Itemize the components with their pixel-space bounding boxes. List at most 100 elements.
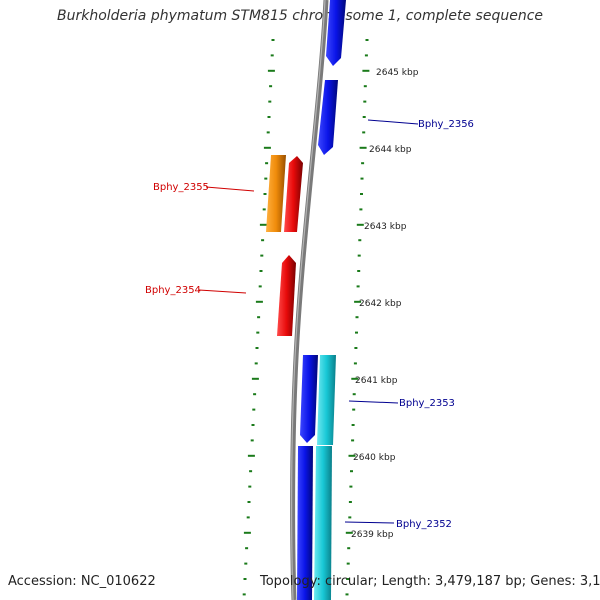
- tick-mark: [242, 593, 246, 596]
- tick-mark: [350, 470, 353, 473]
- tick-mark: [358, 239, 362, 242]
- gene-label-bphy-2356[interactable]: Bphy_2356: [418, 119, 474, 130]
- gene-blue-top[interactable]: [326, 0, 346, 66]
- tick-mark: [362, 69, 370, 72]
- tick-mark: [356, 223, 364, 226]
- gene-blue-bottom[interactable]: [297, 446, 313, 600]
- tick-mark: [351, 377, 359, 380]
- gene-bphy-2353-cyan[interactable]: [317, 355, 336, 445]
- tick-mark: [269, 85, 273, 88]
- tick-mark: [243, 531, 251, 534]
- gene-label-bphy-2355[interactable]: Bphy_2355: [153, 182, 209, 193]
- tick-mark: [247, 454, 255, 457]
- tick-mark: [262, 208, 266, 211]
- tick-mark: [250, 439, 254, 442]
- tick-mark: [360, 193, 363, 195]
- gene-label-bphy-2352[interactable]: Bphy_2352: [396, 519, 452, 530]
- tick-mark: [360, 177, 364, 180]
- tick-mark: [270, 54, 274, 57]
- leader-bphy-2353: [348, 400, 399, 404]
- tick-mark: [354, 300, 362, 303]
- tick-mark: [357, 254, 361, 257]
- tick-mark: [255, 347, 259, 349]
- tick-mark: [246, 516, 250, 519]
- tick-mark: [251, 377, 259, 380]
- chromosome-backbone-highlight: [291, 0, 326, 600]
- tick-mark: [252, 408, 256, 411]
- tick-mark: [257, 316, 261, 319]
- kbp-label-2644: 2644 kbp: [369, 145, 412, 155]
- gene-bphy-2353[interactable]: [300, 355, 318, 443]
- outer-tick-ring: [345, 39, 370, 596]
- tick-mark: [271, 39, 275, 41]
- tick-mark: [363, 100, 367, 103]
- gene-label-bphy-2353[interactable]: Bphy_2353: [399, 398, 455, 409]
- tick-mark: [267, 116, 271, 118]
- tick-mark: [361, 162, 365, 165]
- tick-mark: [347, 547, 351, 550]
- chromosome-backbone: [290, 0, 329, 600]
- tick-mark: [345, 531, 353, 534]
- kbp-label-2643: 2643 kbp: [364, 222, 407, 232]
- tick-mark: [363, 85, 367, 88]
- tick-mark: [346, 578, 350, 580]
- gene-bphy-2354[interactable]: [277, 255, 296, 336]
- inner-tick-ring: [242, 39, 275, 596]
- topology-text: Topology: circular; Length: 3,479,187 bp…: [260, 574, 600, 589]
- leader-bphy-2355: [205, 186, 255, 192]
- tick-mark: [267, 69, 275, 72]
- tick-mark: [359, 146, 367, 149]
- gene-bphy-2352[interactable]: [314, 446, 332, 600]
- tick-mark: [359, 208, 363, 211]
- tick-mark: [364, 54, 368, 57]
- gene-bphy-2355[interactable]: [284, 156, 303, 232]
- kbp-label-2640: 2640 kbp: [353, 453, 396, 463]
- tick-mark: [243, 578, 247, 580]
- map-title: Burkholderia phymatum STM815 chromosome …: [56, 8, 543, 24]
- tick-mark: [263, 146, 271, 149]
- tick-mark: [249, 470, 253, 473]
- tick-mark: [348, 516, 352, 519]
- kbp-label-2641: 2641 kbp: [355, 376, 398, 386]
- kbp-label-2645: 2645 kbp: [376, 68, 419, 78]
- tick-mark: [268, 100, 272, 103]
- tick-mark: [261, 239, 265, 242]
- tick-mark: [354, 347, 358, 349]
- tick-mark: [357, 270, 361, 272]
- tick-mark: [362, 116, 366, 118]
- tick-mark: [355, 331, 358, 334]
- tick-mark: [254, 362, 258, 365]
- kbp-label-2642: 2642 kbp: [359, 299, 402, 309]
- tick-mark: [251, 424, 255, 426]
- tick-mark: [349, 485, 353, 488]
- tick-mark: [266, 131, 270, 134]
- tick-mark: [348, 454, 356, 457]
- tick-mark: [352, 408, 356, 411]
- tick-mark: [348, 501, 352, 503]
- kbp-label-2639: 2639 kbp: [351, 530, 394, 540]
- tick-mark: [253, 393, 257, 396]
- tick-mark: [244, 562, 248, 565]
- tick-mark: [353, 362, 357, 365]
- leader-bphy-2354: [198, 289, 247, 294]
- gene-label-bphy-2354[interactable]: Bphy_2354: [145, 285, 201, 296]
- leader-bphy-2352: [344, 521, 395, 524]
- tick-mark: [264, 177, 268, 180]
- tick-mark: [259, 223, 267, 226]
- gene-bphy-2356[interactable]: [318, 80, 338, 155]
- tick-mark: [265, 162, 269, 165]
- tick-mark: [247, 501, 251, 503]
- tick-mark: [245, 547, 249, 550]
- gene-bphy-2355-orange[interactable]: [266, 155, 286, 232]
- tick-mark: [355, 316, 359, 319]
- tick-mark: [255, 300, 263, 303]
- tick-mark: [351, 439, 355, 442]
- tick-mark: [346, 562, 350, 565]
- tick-mark: [351, 424, 355, 426]
- tick-mark: [248, 485, 252, 488]
- tick-mark: [263, 193, 267, 195]
- tick-mark: [362, 131, 366, 134]
- tick-mark: [258, 285, 262, 288]
- leader-bphy-2356: [367, 119, 419, 125]
